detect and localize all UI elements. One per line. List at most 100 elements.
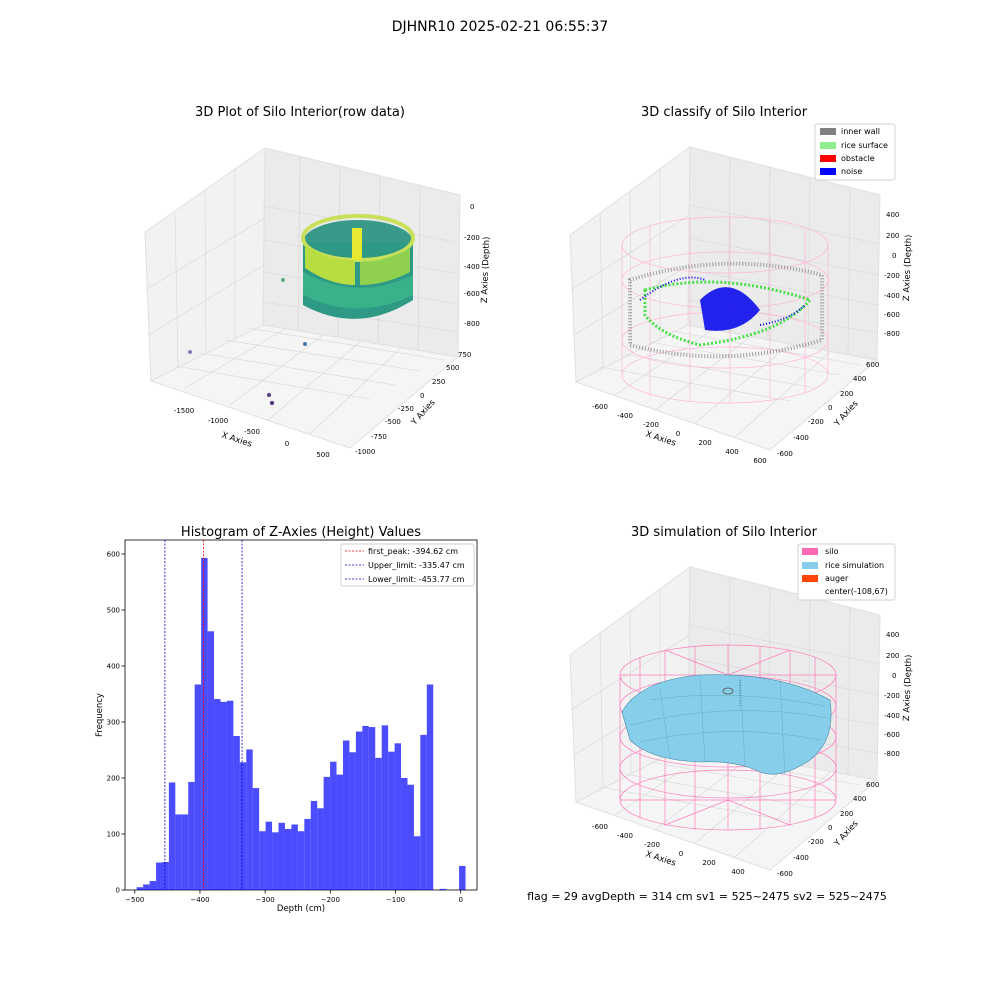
histogram-bar: [136, 887, 144, 890]
histogram-y-label: Frequency: [95, 693, 105, 737]
histogram-xtick-label: −100: [386, 896, 405, 904]
classify-ytick: -200: [808, 418, 824, 426]
simulation-legend-box: [797, 543, 896, 601]
histogram-ytick-label: 300: [107, 719, 120, 727]
legend-swatch-noise: [820, 168, 836, 175]
histogram-bar: [239, 762, 247, 890]
raw-xtick: -500: [244, 428, 260, 436]
histogram-bar: [252, 788, 260, 890]
raw-xtick: -1500: [174, 407, 194, 415]
histogram-ytick-label: 0: [116, 887, 120, 895]
histogram-bar: [349, 752, 356, 890]
legend-swatch-rice-surface: [820, 142, 836, 149]
classify-ztick: 0: [892, 252, 896, 260]
legend-label-obstacle: obstacle: [841, 154, 875, 163]
raw-ztick: -600: [464, 290, 480, 298]
histogram-bars: [136, 557, 466, 890]
raw-xtick: 500: [316, 451, 329, 459]
simulation-ytick: 400: [853, 795, 866, 803]
raw-x-ticks: -1500 -1000 -500 0 500: [174, 407, 330, 459]
classify-xtick: -600: [592, 403, 608, 411]
histogram-ytick-label: 600: [107, 551, 120, 559]
histogram-bar: [291, 824, 298, 890]
legend-swatch-auger: [802, 575, 818, 582]
histogram-bar: [149, 881, 157, 890]
histogram-bar: [342, 740, 350, 890]
raw-xtick: -1000: [208, 417, 228, 425]
classify-xtick: -400: [617, 412, 633, 420]
histogram-bar: [368, 727, 376, 890]
histogram-bar: [246, 749, 253, 890]
histogram-bar: [420, 734, 427, 890]
histogram-bar: [156, 862, 163, 890]
simulation-xtick: -600: [592, 823, 608, 831]
simulation-ytick: 600: [866, 781, 879, 789]
classify-y-ticks: 600 400 200 0 -200 -400 -600: [777, 361, 879, 458]
legend-label-center: center(-108,67): [825, 587, 888, 596]
simulation-ytick: -600: [777, 870, 793, 878]
legend-label-inner-wall: inner wall: [841, 127, 880, 136]
raw-ytick: 750: [458, 351, 471, 359]
histogram-bar: [265, 821, 273, 890]
histogram-reference-lines: [164, 540, 243, 890]
classify-y-label: Y Axies: [832, 398, 861, 429]
raw-ztick: 0: [470, 203, 474, 211]
simulation-ztick: -400: [884, 712, 900, 720]
histogram-bar: [214, 699, 221, 890]
histogram-bar: [272, 832, 279, 890]
classify-z-label: Z Axies (Depth): [902, 234, 914, 301]
histogram-legend-box: [340, 543, 475, 587]
histogram-bar: [388, 751, 395, 890]
classify-legend: inner wall rice surface obstacle noise: [814, 123, 896, 181]
histogram-bar: [207, 631, 215, 890]
legend-label-upper-limit: Upper_limit: -335.47 cm: [368, 561, 465, 570]
histogram-bar: [401, 778, 408, 890]
histogram-bar: [284, 828, 292, 890]
classify-ytick: 400: [853, 375, 866, 383]
raw-3d-plot: 3D Plot of Silo Interior(row data): [144, 105, 492, 459]
histogram-xtick-label: −200: [321, 896, 340, 904]
histogram-bar: [188, 781, 195, 890]
histogram-bar: [310, 800, 318, 890]
histogram-title: Histogram of Z-Axies (Height) Values: [181, 525, 421, 540]
simulation-3d-plot: 3D simulation of Silo Interior: [569, 525, 914, 878]
histogram-bar: [194, 684, 202, 890]
histogram-bar: [278, 822, 285, 890]
histogram-bar: [413, 836, 421, 890]
histogram-xtick-label: 0: [458, 896, 462, 904]
histogram-xtick-label: −500: [125, 896, 144, 904]
simulation-x-label: X Axies: [644, 849, 677, 868]
raw-ytick: -500: [385, 418, 401, 426]
raw-ytick: 0: [420, 392, 424, 400]
figure-suptitle: DJHNR10 2025-02-21 06:55:37: [392, 19, 609, 35]
histogram-ytick-label: 400: [107, 663, 120, 671]
histogram-bar: [304, 818, 311, 890]
histogram-bar: [317, 808, 324, 890]
classify-xtick: -200: [643, 421, 659, 429]
classify-ztick: 400: [886, 211, 899, 219]
histogram-x-ticks: −500 −400 −300 −200 −100 0: [125, 890, 463, 904]
legend-label-auger: auger: [825, 574, 849, 583]
classify-x-ticks: -600 -400 -200 0 200 400 600: [592, 403, 767, 465]
classify-ytick: 0: [828, 404, 832, 412]
simulation-ztick: 0: [892, 672, 896, 680]
legend-swatch-inner-wall: [820, 128, 836, 135]
histogram-xtick-label: −400: [190, 896, 209, 904]
classify-ztick: -200: [884, 272, 900, 280]
histogram-bar: [297, 831, 305, 890]
raw-xtick: 0: [285, 440, 289, 448]
simulation-ytick: -200: [808, 838, 824, 846]
histogram-bar: [220, 701, 227, 890]
legend-label-rice-surface: rice surface: [841, 141, 888, 150]
classify-xtick: 400: [725, 448, 738, 456]
classify-ytick: 200: [840, 390, 853, 398]
classify-xtick: 0: [676, 430, 680, 438]
histogram-bar: [355, 731, 363, 890]
classify-ytick: -400: [793, 434, 809, 442]
histogram-bar: [201, 557, 208, 890]
histogram-bar: [330, 761, 337, 890]
simulation-xtick: 0: [679, 850, 683, 858]
simulation-ztick: -200: [884, 692, 900, 700]
classify-xtick: 200: [698, 439, 711, 447]
